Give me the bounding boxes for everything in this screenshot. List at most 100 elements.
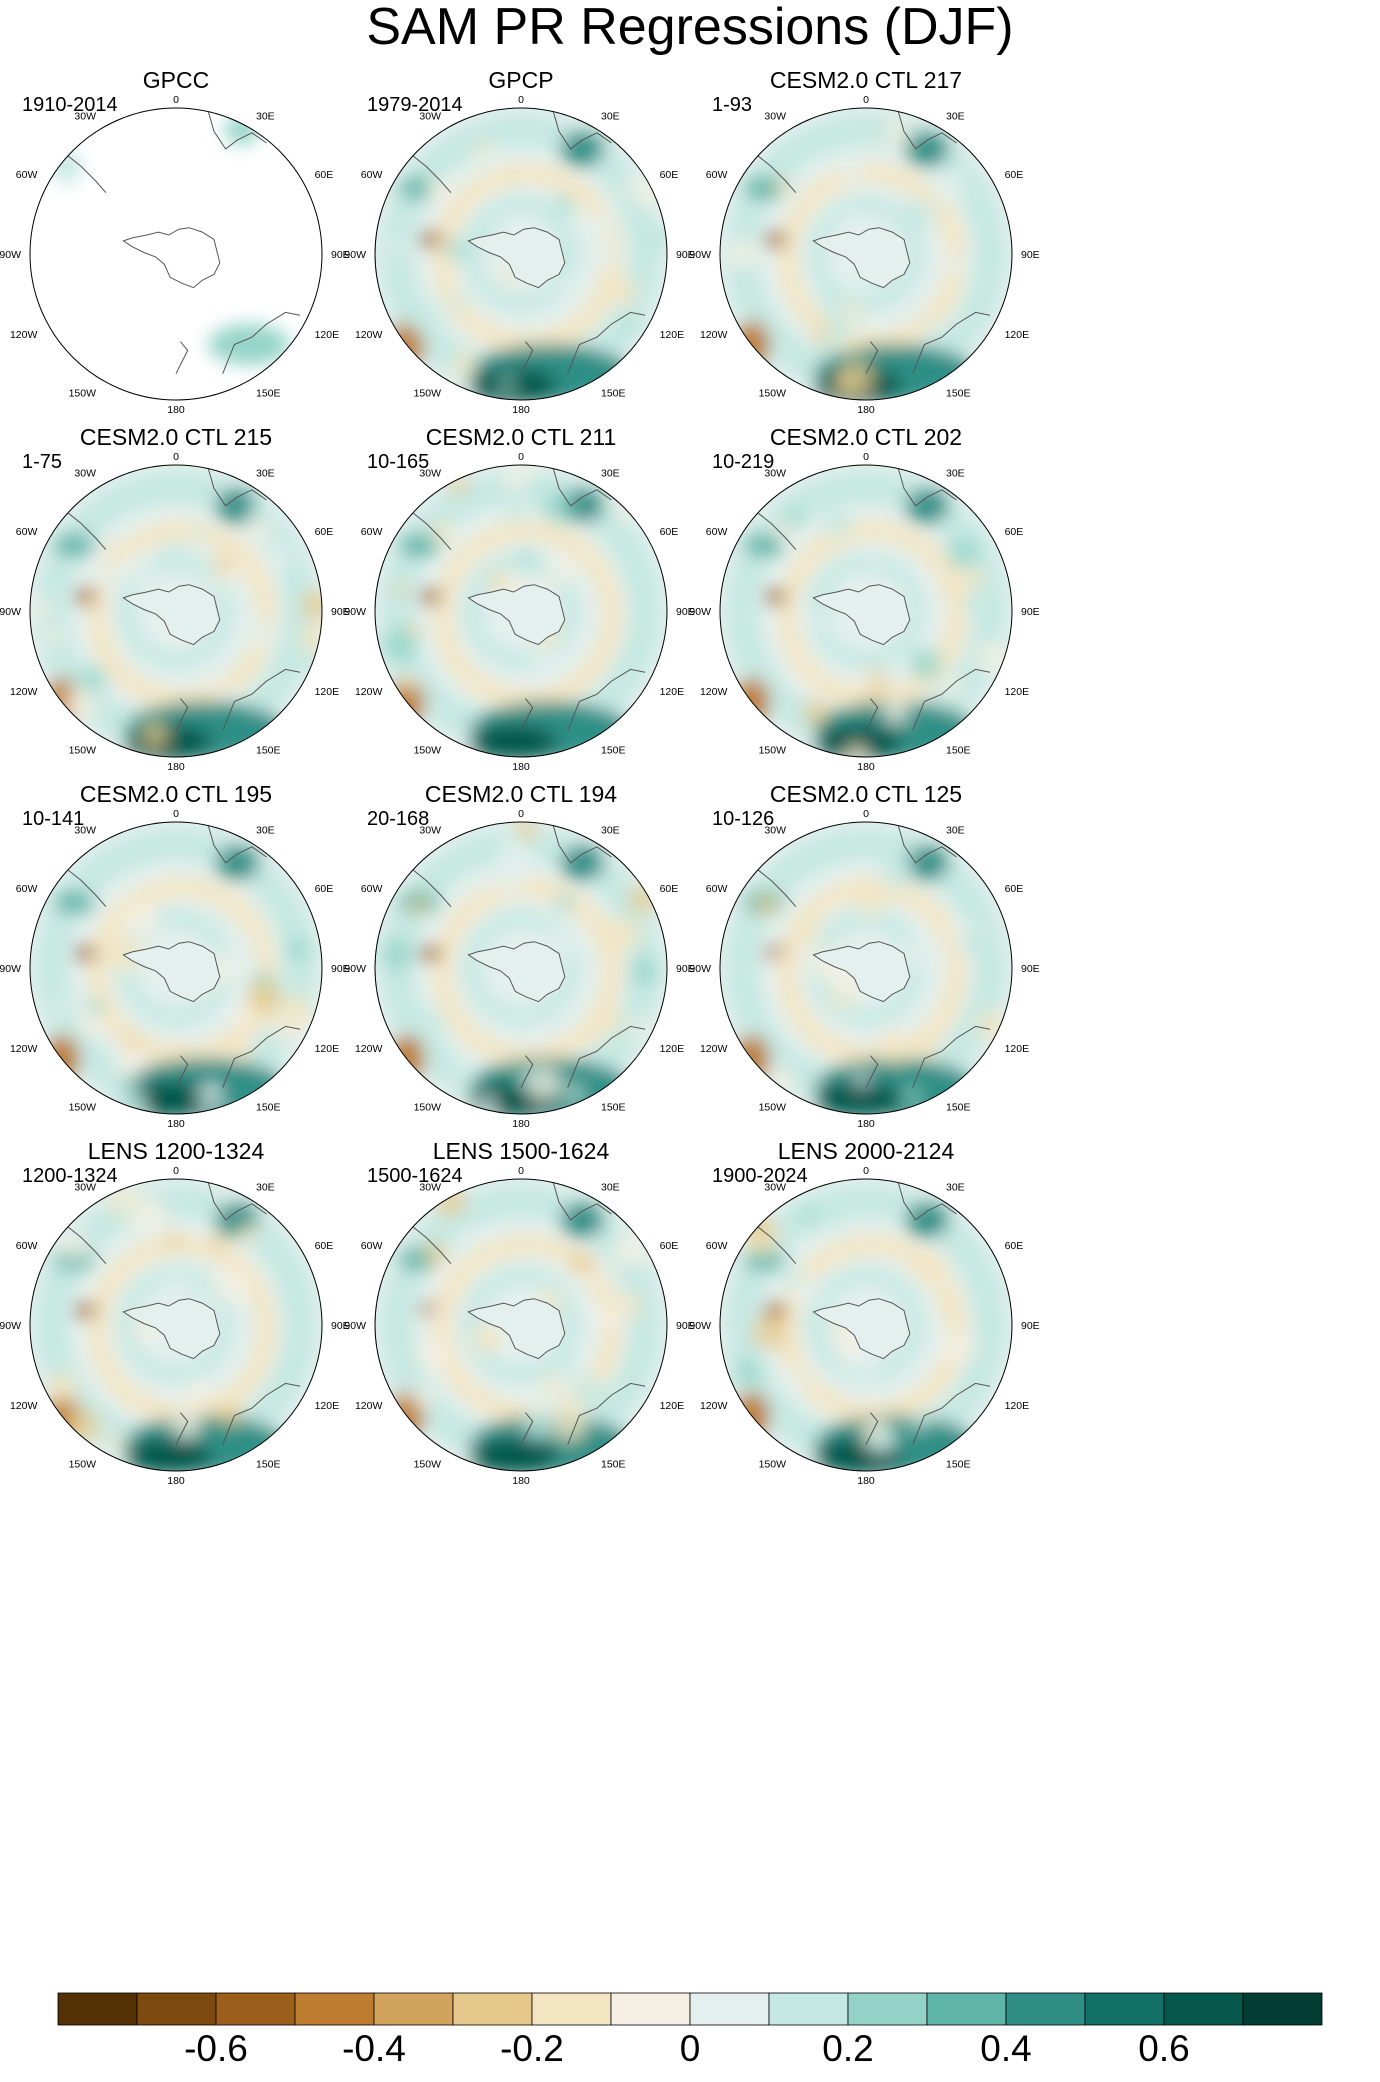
longitude-labels: 0 30E 60E 90E 120E 150E 180 150W 120W 90W 60W 30W bbox=[344, 94, 694, 416]
lon-label: 60W bbox=[361, 526, 383, 538]
lon-label: 60E bbox=[660, 883, 679, 895]
panel-period: 1979-2014 bbox=[367, 94, 463, 116]
map-boundary bbox=[719, 821, 1013, 1115]
lon-label: 150W bbox=[759, 388, 787, 400]
panel-title: CESM2.0 CTL 217 bbox=[770, 67, 962, 93]
lon-label: 180 bbox=[512, 1475, 530, 1487]
lon-label: 120E bbox=[660, 1400, 685, 1412]
lon-label: 90W bbox=[0, 963, 21, 975]
lon-label: 150E bbox=[946, 1459, 971, 1471]
lon-label: 60E bbox=[1005, 883, 1024, 895]
colorbar: -0.6 -0.4 -0.2 0 0.2 0.4 0.6 bbox=[57, 1992, 1323, 2069]
lon-label: 120W bbox=[700, 329, 728, 341]
lon-label: 120W bbox=[10, 1043, 38, 1055]
lon-label: 120E bbox=[660, 1043, 685, 1055]
lon-label: 120E bbox=[315, 686, 340, 698]
lon-label: 30E bbox=[601, 824, 620, 836]
figure-title: SAM PR Regressions (DJF) bbox=[366, 0, 1013, 56]
map-boundary bbox=[374, 107, 668, 401]
coastlines bbox=[37, 1181, 301, 1445]
lon-label: 60E bbox=[1005, 1240, 1024, 1252]
colorbar-tick-label: 0 bbox=[680, 2028, 701, 2069]
map-boundary bbox=[719, 1178, 1013, 1472]
lon-label: 150E bbox=[256, 1102, 281, 1114]
panel-title: CESM2.0 CTL 202 bbox=[770, 424, 962, 450]
colorbar-bin bbox=[1163, 1992, 1244, 2026]
lon-label: 90W bbox=[344, 249, 366, 261]
lon-label: 90W bbox=[689, 606, 711, 618]
lon-label: 150E bbox=[601, 745, 626, 757]
longitude-labels: 0 30E 60E 90E 120E 150E 180 150W 120W 90W 60W 30W bbox=[344, 808, 694, 1130]
lon-label: 150E bbox=[946, 388, 971, 400]
lon-label: 0 bbox=[518, 94, 524, 106]
panel-period: 10-219 bbox=[712, 451, 774, 473]
colorbar-tick-label: -0.4 bbox=[342, 2028, 406, 2069]
regression-field bbox=[375, 1179, 667, 1471]
lon-label: 150W bbox=[759, 1459, 787, 1471]
lon-label: 150W bbox=[759, 745, 787, 757]
lon-label: 60E bbox=[315, 883, 334, 895]
longitude-labels: 0 30E 60E 90E 120E 150E 180 150W 120W 90W 60W 30W bbox=[689, 808, 1039, 1130]
regression-field bbox=[720, 108, 1012, 400]
lon-label: 30W bbox=[764, 824, 786, 836]
lon-label: 60W bbox=[361, 883, 383, 895]
lon-label: 180 bbox=[512, 404, 530, 416]
longitude-labels: 0 30E 60E 90E 120E 150E 180 150W 120W 90W 60W 30W bbox=[0, 808, 350, 1130]
lon-label: 90E bbox=[331, 606, 350, 618]
lon-label: 60E bbox=[660, 169, 679, 181]
panel-title: CESM2.0 CTL 195 bbox=[80, 781, 272, 807]
lon-label: 90W bbox=[344, 606, 366, 618]
lon-label: 60W bbox=[706, 1240, 728, 1252]
colorbar-bin bbox=[1005, 1992, 1086, 2026]
regression-field bbox=[30, 822, 322, 1114]
colorbar-bin bbox=[689, 1992, 770, 2026]
lon-label: 30E bbox=[256, 824, 275, 836]
colorbar-bin bbox=[57, 1992, 138, 2026]
lon-label: 180 bbox=[512, 761, 530, 773]
lon-label: 120E bbox=[660, 686, 685, 698]
lon-label: 180 bbox=[512, 1118, 530, 1130]
map-boundary bbox=[374, 821, 668, 1115]
colorbar-bin bbox=[1242, 1992, 1323, 2026]
longitude-labels: 0 30E 60E 90E 120E 150E 180 150W 120W 90W 60W 30W bbox=[689, 451, 1039, 773]
panel-period: 10-165 bbox=[367, 451, 429, 473]
lon-label: 150W bbox=[69, 388, 97, 400]
panel-title: LENS 2000-2124 bbox=[778, 1138, 955, 1164]
lon-label: 90W bbox=[689, 1320, 711, 1332]
lon-label: 0 bbox=[863, 451, 869, 463]
lon-label: 0 bbox=[863, 808, 869, 820]
lon-label: 90W bbox=[0, 606, 21, 618]
map-panel: CESM2.0 CTL 215 1-75 0 30E 60E 90E 120E 150E 180… bbox=[0, 424, 350, 773]
lon-label: 60E bbox=[1005, 526, 1024, 538]
lon-label: 90E bbox=[331, 249, 350, 261]
colorbar-bin bbox=[136, 1992, 217, 2026]
map-boundary bbox=[29, 107, 323, 401]
lon-label: 60W bbox=[361, 1240, 383, 1252]
panel-title: GPCC bbox=[143, 67, 209, 93]
coastlines bbox=[727, 110, 991, 374]
regression-field bbox=[30, 108, 322, 400]
lon-label: 120W bbox=[10, 1400, 38, 1412]
longitude-labels: 0 30E 60E 90E 120E 150E 180 150W 120W 90W 60W 30W bbox=[344, 451, 694, 773]
lon-label: 0 bbox=[173, 808, 179, 820]
lon-label: 180 bbox=[167, 1118, 185, 1130]
lon-label: 60W bbox=[706, 883, 728, 895]
lon-label: 150E bbox=[256, 1459, 281, 1471]
lon-label: 30E bbox=[256, 110, 275, 122]
lon-label: 30E bbox=[601, 1181, 620, 1193]
colorbar-tick-label: -0.2 bbox=[500, 2028, 564, 2069]
panel-title: CESM2.0 CTL 215 bbox=[80, 424, 272, 450]
lon-label: 30E bbox=[946, 467, 965, 479]
colorbar-bin bbox=[768, 1992, 849, 2026]
lon-label: 30E bbox=[946, 824, 965, 836]
panel-period: 1200-1324 bbox=[22, 1165, 118, 1187]
lon-label: 120W bbox=[700, 686, 728, 698]
colorbar-tick-label: 0.6 bbox=[1138, 2028, 1189, 2069]
colorbar-bin bbox=[531, 1992, 612, 2026]
map-boundary bbox=[374, 1178, 668, 1472]
lon-label: 30W bbox=[74, 824, 96, 836]
